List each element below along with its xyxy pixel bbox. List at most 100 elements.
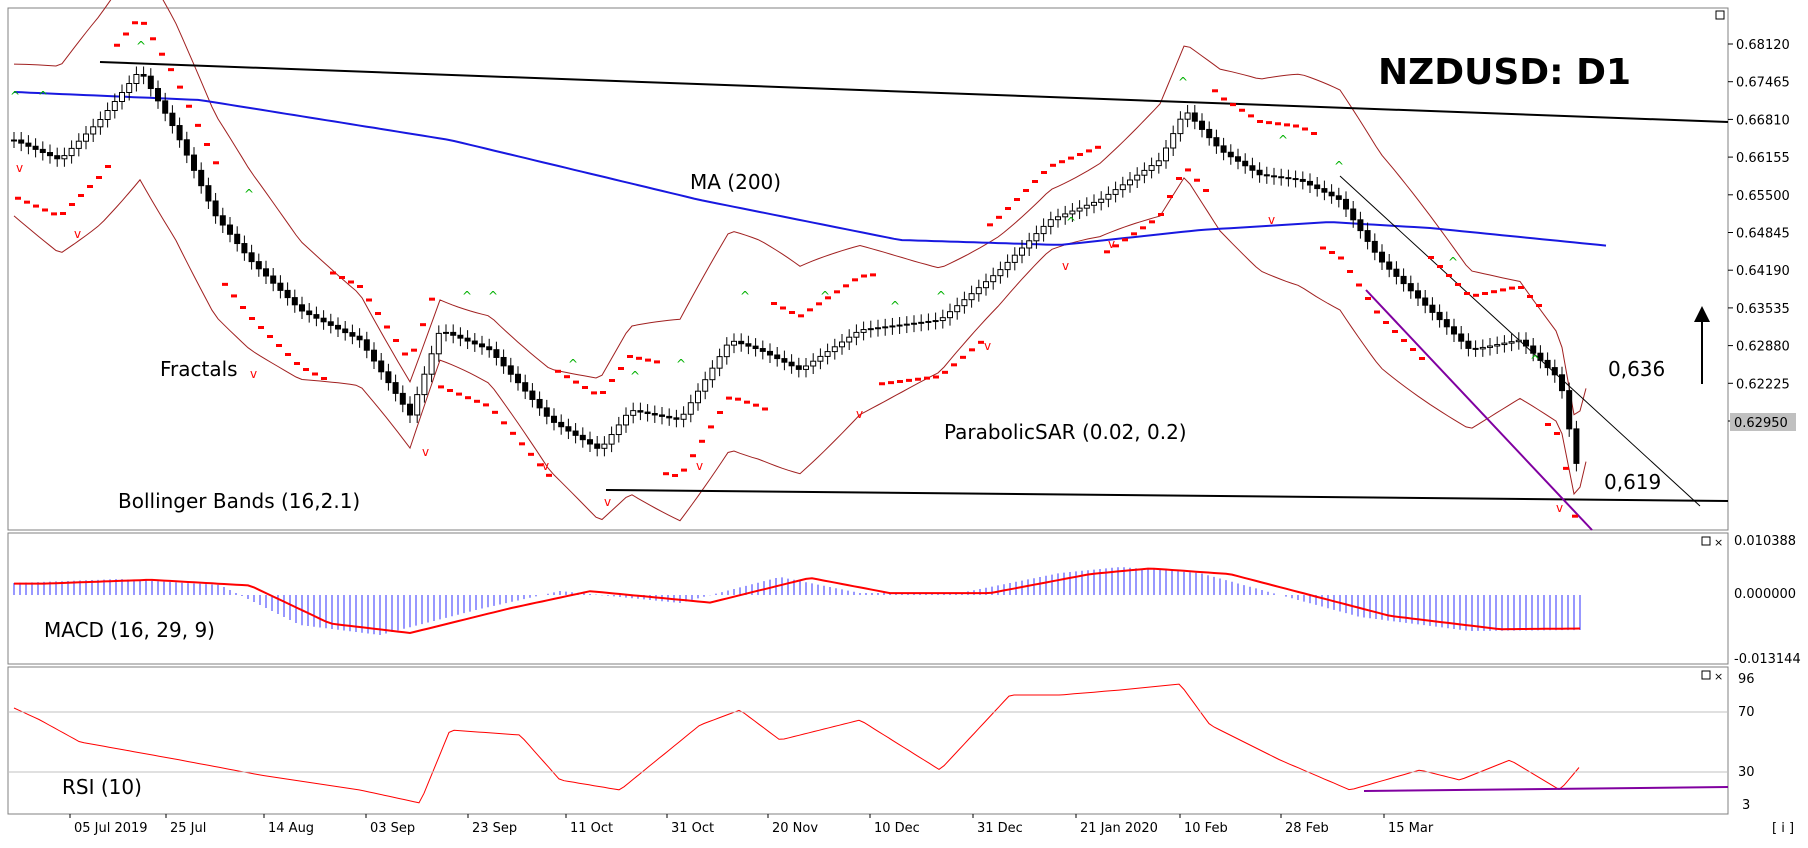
candle-body <box>1033 233 1040 242</box>
sar-dot <box>294 362 300 365</box>
sar-dot <box>1203 189 1209 192</box>
candle-body <box>939 317 946 322</box>
candle-body <box>306 310 313 316</box>
downtrend-lower <box>1365 289 1593 531</box>
sar-dot <box>312 372 318 376</box>
candle-body <box>875 327 881 330</box>
sar-dot <box>492 410 498 414</box>
sar-dot <box>1356 283 1362 287</box>
fractal-down: v <box>1062 259 1069 273</box>
sar-dot <box>771 302 777 305</box>
maximize-icon[interactable] <box>1715 10 1725 20</box>
candle-body <box>335 324 341 330</box>
candle-body <box>529 390 536 400</box>
macd-panel-frame <box>7 532 1729 665</box>
candle-body <box>176 125 183 141</box>
sar-dot <box>834 290 840 294</box>
candle-body <box>846 336 853 343</box>
sar-dot <box>1221 97 1227 101</box>
fractal-up: ^ <box>38 89 48 103</box>
sar-dot <box>150 37 156 41</box>
sar-dot <box>438 385 444 389</box>
price-tick-label: 0.62880 <box>1736 340 1790 355</box>
candle-body <box>752 345 759 350</box>
sar-dot <box>1392 330 1398 333</box>
info-corner[interactable]: [ i ] <box>1772 821 1794 836</box>
sar-dot <box>969 348 975 352</box>
candle-body <box>1371 240 1378 253</box>
trend-lines <box>99 61 1729 531</box>
candle-body <box>450 331 457 336</box>
sar-dot <box>897 380 903 383</box>
sar-dot <box>1140 226 1146 230</box>
fractal-down: v <box>250 367 257 381</box>
sar-dot <box>600 391 606 394</box>
candle-body <box>983 281 989 289</box>
candle-body <box>349 332 356 337</box>
candle-body <box>1055 216 1061 221</box>
fractal-down: v <box>1556 501 1563 515</box>
sar-dot <box>573 380 579 384</box>
sar-dot <box>690 454 696 458</box>
candle-body <box>1465 340 1472 349</box>
candle-body <box>1220 145 1227 153</box>
fractal-up: ^ <box>1066 215 1076 229</box>
candle-body <box>1343 198 1349 210</box>
rsi-tick-2: 30 <box>1738 765 1755 780</box>
sar-dot <box>663 472 669 476</box>
candle-body <box>291 297 298 306</box>
candle-body <box>1379 251 1385 263</box>
candle-body <box>1285 177 1292 180</box>
parabolic-sar-dots <box>15 21 1578 518</box>
bollinger-bands <box>13 0 1587 522</box>
rsi-close-icon[interactable]: × <box>1701 670 1723 683</box>
candle-body <box>1256 169 1263 176</box>
candle-body <box>219 215 226 226</box>
time-tick-label: 23 Sep <box>472 821 517 836</box>
macd-close-icon[interactable]: × <box>1701 536 1723 549</box>
candle-body <box>443 331 449 334</box>
time-tick-label: 15 Mar <box>1388 821 1434 836</box>
macd-tick-2: -0.013144 <box>1734 652 1801 667</box>
sar-dot <box>672 474 678 477</box>
sar-dot <box>1149 220 1155 224</box>
sar-dot <box>1077 153 1083 156</box>
sar-dot <box>1563 466 1569 470</box>
candle-body <box>1494 344 1501 347</box>
sar-dot <box>1005 207 1011 210</box>
sar-dot <box>1185 168 1191 172</box>
candle-body <box>781 358 788 363</box>
candle-body <box>155 88 161 102</box>
sar-dot <box>753 403 759 407</box>
sar-dot <box>429 297 435 301</box>
candle-body <box>414 394 421 416</box>
sar-dot <box>357 285 363 288</box>
candle-body <box>1451 326 1457 335</box>
candle-body <box>1415 290 1421 299</box>
candle-body <box>1271 175 1277 178</box>
chart-title: NZDUSD: D1 <box>1378 52 1631 93</box>
time-tick-label: 28 Feb <box>1285 821 1329 836</box>
candle-body <box>147 75 154 90</box>
sar-dot <box>780 306 786 310</box>
candle-body <box>666 415 673 419</box>
candle-body <box>11 139 17 142</box>
sar-dot <box>717 411 723 414</box>
rsi-indicator <box>13 683 1729 804</box>
price-tick-label: 0.68120 <box>1736 38 1790 53</box>
candle-body <box>248 252 255 263</box>
fractal-up: ^ <box>1178 75 1188 89</box>
sar-dot <box>627 355 633 358</box>
sar-dot <box>726 396 732 400</box>
fractal-down: v <box>984 339 991 353</box>
candle-body <box>1566 390 1573 430</box>
sar-dot <box>1212 89 1218 93</box>
candle-body <box>623 414 629 426</box>
sar-dot <box>861 274 867 278</box>
candle-body <box>695 390 701 404</box>
candle-body <box>947 311 953 319</box>
sar-dot <box>825 296 831 300</box>
candle-body <box>659 414 665 417</box>
candle-body <box>860 329 867 333</box>
sar-dot <box>636 356 642 360</box>
